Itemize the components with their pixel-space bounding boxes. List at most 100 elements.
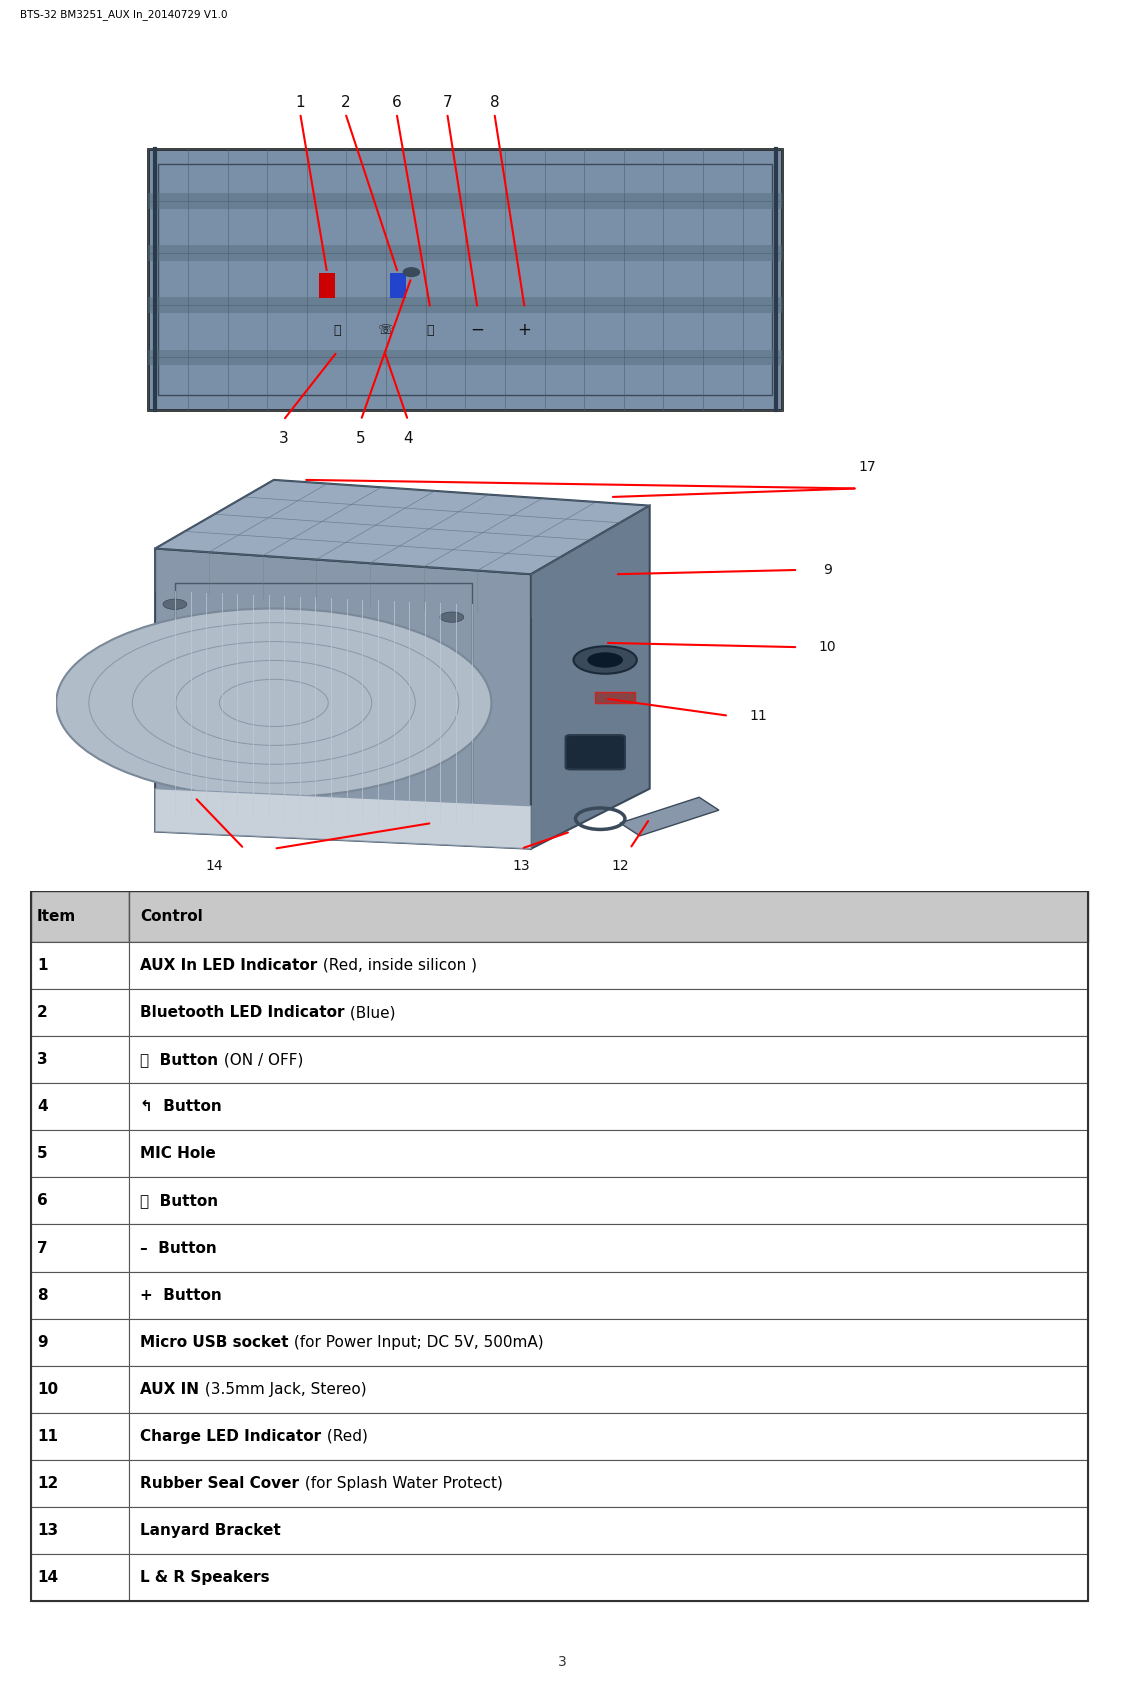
Text: ⏭  Button: ⏭ Button [140,1194,219,1208]
Bar [129,1130,1088,1177]
Bar [129,1413,1088,1460]
Text: Micro USB socket: Micro USB socket [140,1336,289,1349]
Bar [31,1177,129,1224]
Bar [129,1177,1088,1224]
FancyBboxPatch shape [565,735,625,769]
Polygon shape [155,479,650,574]
Text: AUX In LED Indicator: AUX In LED Indicator [140,959,318,972]
Polygon shape [620,797,719,836]
Bar [31,1460,129,1507]
Text: 17: 17 [859,459,876,474]
Bar [129,1507,1088,1554]
Bar [31,1413,129,1460]
Text: 10: 10 [37,1383,58,1396]
Text: 11: 11 [37,1430,58,1443]
Bar [31,1507,129,1554]
Text: 6: 6 [37,1194,48,1208]
Circle shape [460,806,483,816]
Bar [158,163,772,395]
Bar [390,272,406,298]
Circle shape [573,646,637,674]
Circle shape [404,267,419,276]
Polygon shape [155,789,531,849]
Text: 10: 10 [819,641,836,654]
Polygon shape [531,506,650,849]
Text: L & R Speakers: L & R Speakers [140,1571,270,1584]
Bar [319,272,335,298]
Bar [129,891,1088,942]
Text: Item: Item [37,910,76,923]
Bar [129,942,1088,989]
Text: 3: 3 [279,431,288,446]
Circle shape [588,653,623,668]
Text: 11: 11 [750,708,768,723]
Bar [31,891,129,942]
Text: (for Power Input; DC 5V, 500mA): (for Power Input; DC 5V, 500mA) [289,1336,544,1349]
Text: (Red): (Red) [321,1430,368,1443]
Text: 5: 5 [37,1147,47,1161]
Text: 13: 13 [37,1524,58,1537]
Text: 2: 2 [341,94,350,109]
Bar [129,1554,1088,1601]
Text: (Blue): (Blue) [345,1006,396,1019]
Text: 4: 4 [37,1100,47,1113]
Bar [129,1460,1088,1507]
Text: (ON / OFF): (ON / OFF) [219,1053,303,1066]
Circle shape [163,796,187,807]
Text: BTS-32 BM3251_AUX In_20140729 V1.0: BTS-32 BM3251_AUX In_20140729 V1.0 [20,10,228,20]
Text: ⏭: ⏭ [426,323,434,336]
Bar [148,150,782,410]
Bar [31,1272,129,1319]
Text: 13: 13 [513,860,529,873]
Text: 6: 6 [391,94,401,109]
Polygon shape [155,548,531,849]
Text: ☏: ☏ [377,323,392,336]
Text: ⏻: ⏻ [334,323,341,336]
Bar [148,350,782,365]
Bar [31,1130,129,1177]
Bar [31,989,129,1036]
Text: Lanyard Bracket: Lanyard Bracket [140,1524,281,1537]
Text: A.   Outlook and Controls: A. Outlook and Controls [20,30,274,47]
Text: 12: 12 [611,860,628,873]
Text: –  Button: – Button [140,1241,217,1255]
Text: 8: 8 [37,1288,47,1302]
Text: MIC Hole: MIC Hole [140,1147,216,1161]
Bar [129,1272,1088,1319]
Bar [31,1083,129,1130]
Circle shape [163,599,187,609]
Bar [31,1554,129,1601]
Bar [31,1036,129,1083]
Text: 9: 9 [823,563,832,577]
Text: −: − [471,321,484,340]
Bar [31,891,1088,1601]
Text: Rubber Seal Cover: Rubber Seal Cover [140,1477,299,1490]
Bar [129,989,1088,1036]
Text: 14: 14 [37,1571,58,1584]
Bar [129,1224,1088,1272]
Bar [596,693,635,703]
Text: (for Splash Water Protect): (for Splash Water Protect) [299,1477,502,1490]
Text: 12: 12 [37,1477,58,1490]
Bar [148,298,782,313]
Bar [31,942,129,989]
Bar [129,1083,1088,1130]
Circle shape [56,609,491,797]
Text: 2: 2 [37,1006,48,1019]
Text: +: + [518,321,532,340]
Text: Control: Control [140,910,203,923]
Text: (3.5mm Jack, Stereo): (3.5mm Jack, Stereo) [199,1383,366,1396]
Text: +  Button: + Button [140,1288,223,1302]
Bar [148,193,782,209]
Bar [129,1036,1088,1083]
Text: (Red, inside silicon ): (Red, inside silicon ) [318,959,477,972]
Text: ↰  Button: ↰ Button [140,1100,223,1113]
Text: 9: 9 [37,1336,47,1349]
Text: 8: 8 [490,94,499,109]
Text: 1: 1 [296,94,305,109]
Bar [129,1319,1088,1366]
Text: 14: 14 [206,860,224,873]
Circle shape [439,612,464,622]
Text: 3: 3 [558,1655,566,1669]
Text: 7: 7 [443,94,452,109]
